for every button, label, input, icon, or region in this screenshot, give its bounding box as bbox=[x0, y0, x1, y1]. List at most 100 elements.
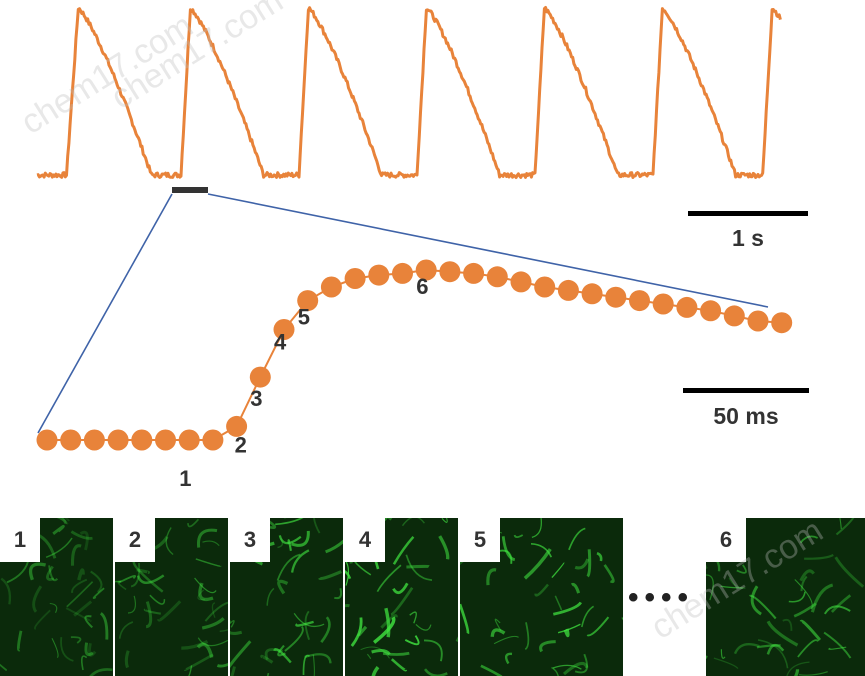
fiber bbox=[77, 568, 85, 581]
fiber bbox=[839, 518, 842, 529]
trace-segment-marker bbox=[172, 187, 208, 193]
fiber bbox=[524, 622, 530, 651]
fiber bbox=[302, 654, 310, 676]
fiber bbox=[132, 561, 164, 593]
fiber bbox=[603, 564, 615, 584]
fiber bbox=[455, 636, 458, 643]
fiber bbox=[16, 630, 23, 652]
fiber bbox=[798, 671, 828, 676]
fiber bbox=[194, 577, 217, 594]
scatter-point bbox=[629, 290, 650, 312]
fiber bbox=[794, 669, 800, 676]
point-label-5: 5 bbox=[298, 305, 310, 330]
fiber bbox=[706, 574, 714, 601]
fiber bbox=[201, 617, 225, 630]
fiber bbox=[563, 628, 570, 638]
fiber bbox=[706, 655, 708, 659]
fiber bbox=[551, 666, 559, 676]
fiber bbox=[490, 628, 506, 637]
ellipsis: •••• bbox=[628, 581, 695, 614]
fiber bbox=[373, 616, 396, 644]
fiber bbox=[794, 579, 813, 610]
fiber bbox=[293, 612, 325, 628]
fiber bbox=[557, 623, 581, 634]
scatter-line bbox=[47, 268, 782, 441]
zoom-line-right bbox=[207, 193, 769, 308]
fiber bbox=[49, 602, 58, 613]
fiber bbox=[32, 585, 43, 613]
fiber bbox=[275, 518, 304, 526]
fiber bbox=[196, 642, 214, 658]
fiber bbox=[782, 618, 793, 631]
fiber bbox=[568, 527, 586, 551]
micro-frame-3: 3 bbox=[230, 518, 343, 676]
fiber bbox=[523, 548, 552, 580]
fiber bbox=[720, 649, 726, 659]
scatter-point bbox=[557, 279, 579, 301]
fiber bbox=[276, 553, 301, 581]
fiber bbox=[230, 620, 235, 628]
fiber bbox=[188, 665, 193, 676]
fiber bbox=[136, 568, 150, 574]
frame-number: 6 bbox=[706, 518, 746, 562]
fiber bbox=[810, 583, 834, 613]
fiber bbox=[384, 607, 391, 638]
fiber bbox=[581, 605, 595, 628]
fiber bbox=[513, 534, 524, 539]
scatter-point bbox=[320, 276, 342, 298]
scatter-point bbox=[415, 259, 437, 281]
fiber bbox=[52, 525, 65, 535]
fiber bbox=[728, 577, 746, 589]
fiber bbox=[149, 594, 166, 605]
fiber bbox=[345, 570, 352, 580]
fiber bbox=[197, 637, 228, 647]
micro-image bbox=[460, 518, 623, 676]
fiber bbox=[390, 658, 408, 672]
fiber bbox=[366, 653, 372, 659]
fiber bbox=[99, 612, 109, 640]
scatter-point bbox=[344, 268, 366, 289]
fiber bbox=[80, 655, 88, 671]
fiber bbox=[531, 518, 542, 539]
fiber bbox=[195, 558, 222, 567]
fiber bbox=[799, 535, 818, 544]
fiber bbox=[823, 631, 852, 659]
fiber bbox=[89, 668, 113, 676]
fiber bbox=[552, 601, 583, 616]
micro-frame-4: 4 bbox=[345, 518, 458, 676]
scatter-point bbox=[700, 300, 722, 322]
fiber bbox=[124, 650, 130, 669]
fiber bbox=[73, 600, 93, 617]
fiber bbox=[187, 518, 200, 528]
fiber bbox=[405, 554, 433, 581]
fiber bbox=[460, 603, 470, 635]
fiber bbox=[145, 601, 153, 629]
upstroke-scatter bbox=[36, 259, 793, 451]
scatter-point bbox=[723, 305, 745, 327]
micro-frame-1: 1 bbox=[0, 518, 113, 676]
fiber bbox=[586, 549, 592, 578]
fiber bbox=[554, 595, 563, 611]
fiber bbox=[71, 578, 88, 594]
fiber bbox=[750, 585, 762, 616]
scatter-point bbox=[60, 429, 82, 451]
scatter-point bbox=[36, 429, 58, 451]
fiber bbox=[266, 587, 275, 606]
fiber bbox=[56, 518, 67, 525]
frame-number: 4 bbox=[345, 518, 385, 562]
point-label-4: 4 bbox=[274, 330, 287, 355]
scatter-point bbox=[463, 262, 485, 284]
fiber bbox=[404, 635, 420, 646]
fiber bbox=[198, 582, 214, 602]
fiber bbox=[574, 558, 590, 570]
fiber bbox=[480, 664, 503, 676]
scatter-point bbox=[534, 276, 556, 298]
fiber bbox=[291, 530, 310, 547]
frame-number: 2 bbox=[115, 518, 155, 562]
fiber bbox=[202, 540, 220, 547]
fiber bbox=[230, 620, 243, 635]
fiber bbox=[334, 588, 343, 600]
fiber bbox=[284, 625, 304, 652]
fiber bbox=[504, 652, 513, 665]
